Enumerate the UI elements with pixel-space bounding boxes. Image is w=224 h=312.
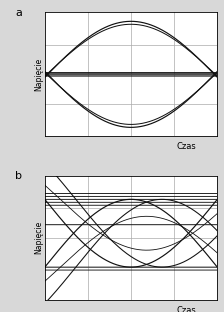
Text: b: b (15, 171, 22, 181)
X-axis label: Czas: Czas (176, 306, 196, 312)
X-axis label: Czas: Czas (176, 142, 196, 151)
Text: a: a (15, 7, 22, 17)
Y-axis label: Napięcie: Napięcie (34, 221, 43, 254)
Y-axis label: Napięcie: Napięcie (34, 58, 43, 91)
